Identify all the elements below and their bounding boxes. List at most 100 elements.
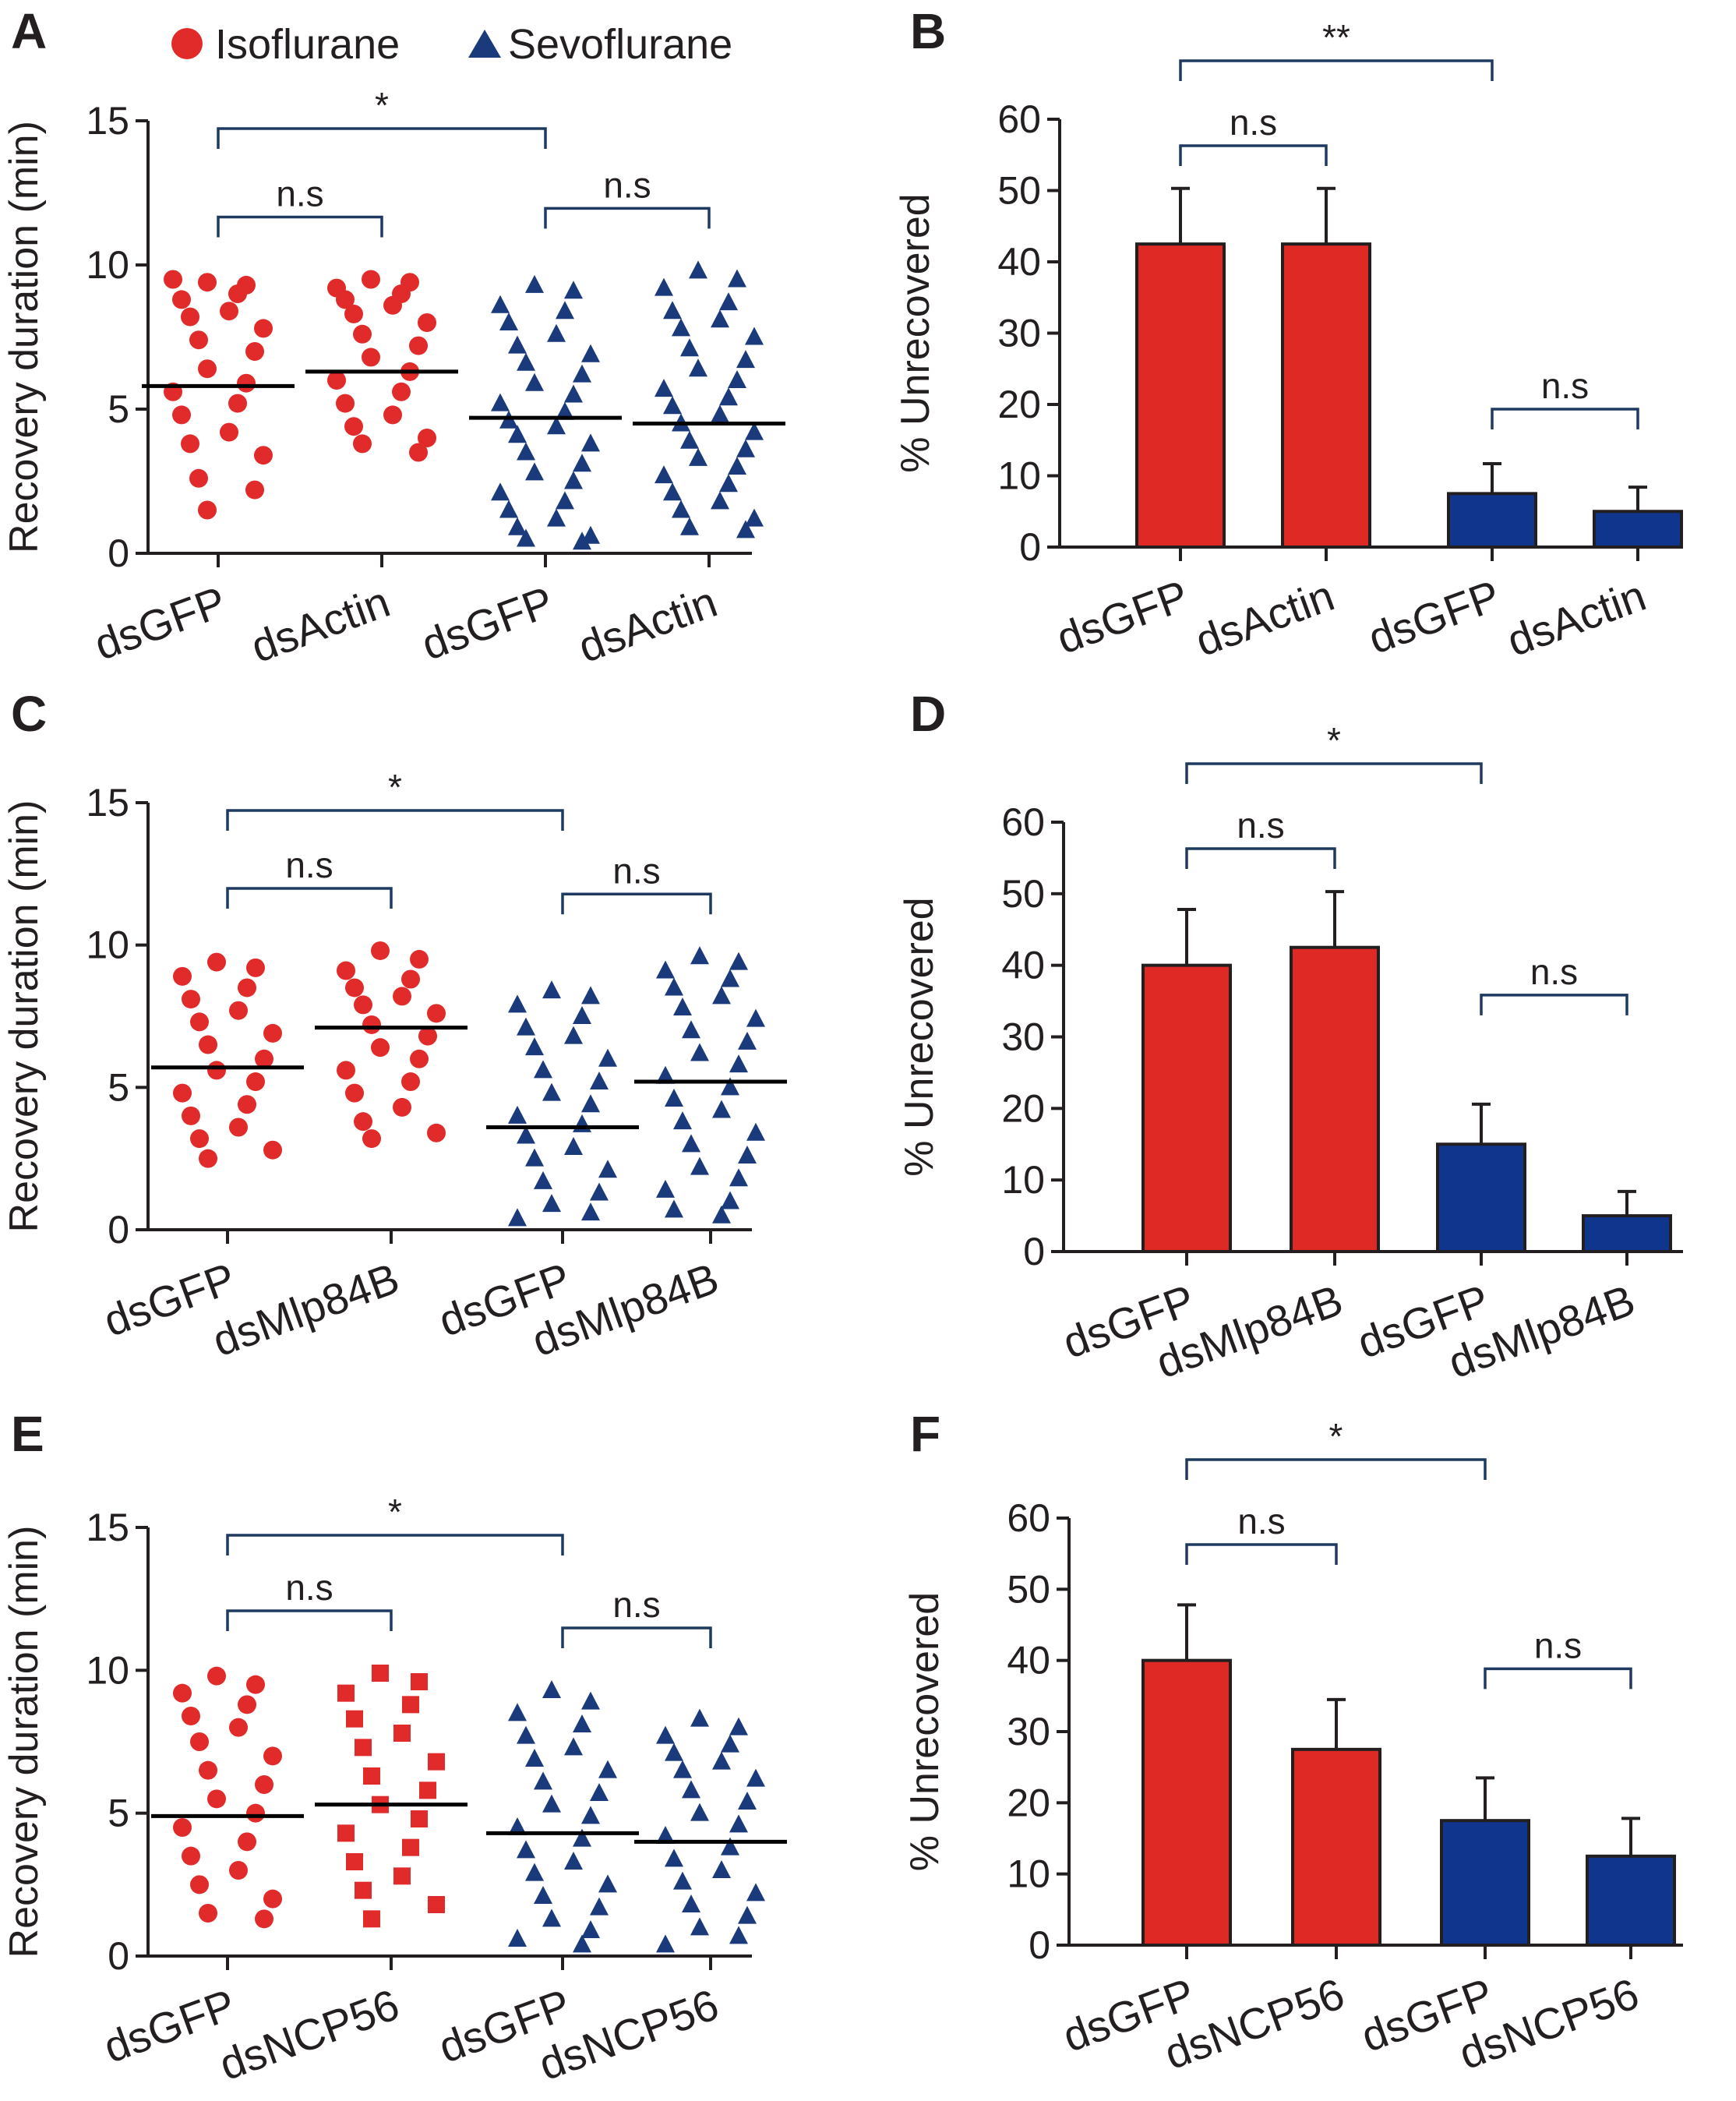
x-category-label: dsGFP bbox=[415, 577, 559, 669]
data-point bbox=[229, 1718, 248, 1737]
bar bbox=[1586, 1854, 1676, 1947]
data-point bbox=[207, 952, 226, 972]
data-point bbox=[590, 1783, 609, 1801]
significance-label: n.s bbox=[1237, 805, 1284, 846]
data-point bbox=[689, 260, 707, 279]
data-point bbox=[411, 1810, 428, 1827]
data-point bbox=[728, 370, 746, 388]
data-point bbox=[738, 1905, 757, 1924]
legend-isoflurane-label: Isoflurane bbox=[215, 21, 400, 68]
data-point bbox=[689, 358, 707, 377]
data-point bbox=[746, 1768, 765, 1787]
data-point bbox=[246, 958, 265, 977]
bar bbox=[1447, 492, 1537, 549]
significance-label: * bbox=[1329, 1416, 1343, 1457]
data-point bbox=[525, 373, 544, 391]
y-axis-label: Recovery duration (min) bbox=[2, 1526, 47, 1958]
data-point bbox=[254, 319, 273, 338]
significance-label: * bbox=[388, 767, 402, 807]
data-point bbox=[564, 1026, 583, 1044]
data-point bbox=[362, 270, 380, 289]
data-point bbox=[508, 994, 527, 1013]
x-category-label: dsActin bbox=[1501, 570, 1652, 666]
panel-letter: E bbox=[11, 1406, 44, 1462]
data-point bbox=[173, 1083, 192, 1103]
data-point bbox=[411, 1673, 428, 1690]
data-point bbox=[172, 405, 191, 425]
data-point bbox=[729, 1168, 748, 1187]
data-point bbox=[220, 302, 238, 321]
data-point bbox=[418, 429, 436, 447]
x-category-label: dsGFP bbox=[1362, 570, 1506, 663]
data-point bbox=[573, 364, 591, 383]
data-point bbox=[721, 1077, 739, 1096]
data-point bbox=[525, 274, 544, 293]
data-point bbox=[182, 990, 200, 1009]
data-point bbox=[573, 1114, 591, 1132]
data-point bbox=[573, 1828, 591, 1847]
data-point bbox=[363, 1767, 380, 1785]
data-point bbox=[656, 960, 675, 979]
data-point bbox=[337, 1684, 355, 1702]
data-point bbox=[428, 1896, 445, 1913]
data-point bbox=[198, 500, 217, 520]
significance-bracket bbox=[1480, 994, 1628, 1015]
data-point bbox=[680, 517, 699, 535]
bar bbox=[1135, 242, 1226, 549]
y-tick-label: 50 bbox=[1007, 1567, 1050, 1611]
data-point bbox=[682, 1020, 700, 1039]
significance-bracket bbox=[1179, 59, 1494, 81]
data-point bbox=[207, 1666, 226, 1686]
data-point bbox=[383, 405, 402, 425]
data-point bbox=[738, 1792, 757, 1810]
data-point bbox=[598, 1874, 617, 1893]
data-point bbox=[556, 401, 574, 420]
data-point bbox=[517, 1840, 535, 1859]
data-point bbox=[198, 273, 217, 292]
y-tick-label: 0 bbox=[1023, 1230, 1045, 1273]
data-point bbox=[746, 1008, 765, 1027]
data-point bbox=[354, 1112, 372, 1132]
data-point bbox=[712, 1100, 731, 1118]
data-point bbox=[190, 1129, 209, 1149]
panel-letter: A bbox=[11, 3, 47, 59]
y-tick-label: 10 bbox=[86, 923, 129, 967]
data-point bbox=[736, 350, 755, 369]
data-point bbox=[354, 995, 372, 1015]
data-point bbox=[428, 1753, 445, 1771]
data-point bbox=[327, 371, 346, 390]
y-tick-label: 30 bbox=[997, 312, 1041, 355]
data-point bbox=[189, 330, 208, 350]
legend-isoflurane-marker bbox=[171, 28, 203, 59]
data-point bbox=[173, 1818, 192, 1837]
data-point bbox=[336, 394, 355, 413]
data-point bbox=[746, 1122, 765, 1141]
data-point bbox=[372, 1665, 389, 1682]
data-point bbox=[410, 1049, 429, 1068]
data-point bbox=[564, 1737, 583, 1756]
x-category-label: dsGFP bbox=[1050, 570, 1194, 663]
data-point bbox=[598, 1160, 617, 1178]
y-tick-label: 10 bbox=[1001, 1158, 1045, 1202]
significance-label: n.s bbox=[1541, 365, 1589, 406]
data-point bbox=[665, 1743, 683, 1761]
data-point bbox=[573, 1006, 591, 1024]
significance-label: n.s bbox=[612, 1584, 660, 1625]
data-point bbox=[581, 433, 600, 452]
significance-label: n.s bbox=[612, 850, 660, 891]
data-point bbox=[736, 520, 755, 538]
data-point bbox=[712, 986, 731, 1005]
data-point bbox=[401, 969, 420, 989]
data-point bbox=[363, 1910, 380, 1928]
data-point bbox=[508, 517, 527, 535]
data-point bbox=[508, 1208, 527, 1227]
data-point bbox=[682, 1134, 700, 1153]
data-point bbox=[263, 1889, 282, 1909]
data-point bbox=[427, 1004, 446, 1023]
data-point bbox=[590, 1072, 609, 1090]
data-point bbox=[499, 500, 518, 518]
data-point bbox=[182, 1846, 200, 1866]
